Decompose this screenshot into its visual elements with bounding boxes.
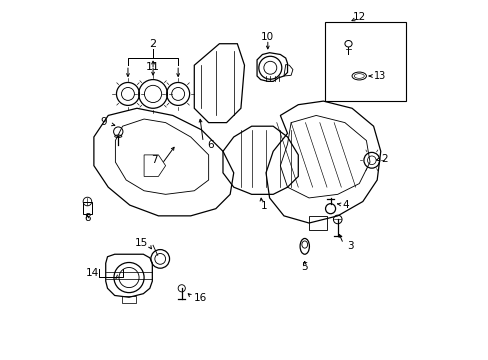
Text: 16: 16: [193, 293, 206, 303]
Text: 7: 7: [151, 155, 158, 165]
Text: 2: 2: [381, 154, 387, 164]
Text: 6: 6: [206, 140, 213, 150]
Text: 4: 4: [341, 200, 348, 210]
Text: 2: 2: [149, 39, 156, 49]
Text: 15: 15: [134, 238, 147, 248]
Text: 11: 11: [146, 62, 160, 72]
Text: 10: 10: [261, 32, 274, 41]
Text: 13: 13: [373, 71, 386, 81]
Text: 3: 3: [346, 241, 353, 251]
Text: 9: 9: [101, 117, 107, 127]
Text: 5: 5: [301, 262, 307, 272]
Bar: [325, 22, 405, 101]
Bar: [83, 202, 92, 215]
Text: 12: 12: [352, 12, 365, 22]
Text: 14: 14: [85, 268, 99, 278]
Text: 1: 1: [261, 201, 267, 211]
Text: 8: 8: [84, 213, 91, 223]
